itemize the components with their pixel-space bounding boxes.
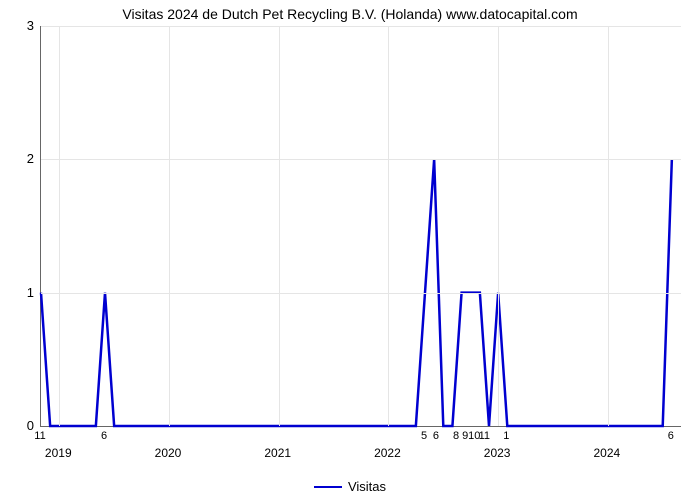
x-tick-major-label: 2022	[374, 446, 401, 460]
legend-swatch	[314, 486, 342, 488]
legend: Visitas	[0, 478, 700, 494]
y-tick-label: 1	[6, 285, 34, 300]
chart-container: Visitas 2024 de Dutch Pet Recycling B.V.…	[0, 0, 700, 500]
x-tick-major-label: 2024	[593, 446, 620, 460]
x-tick-minor-label: 8	[453, 430, 459, 442]
y-tick-label: 3	[6, 18, 34, 33]
x-tick-minor-label: 11	[479, 430, 490, 442]
plot-area	[40, 26, 681, 427]
gridline-h	[41, 293, 681, 294]
y-tick-label: 0	[6, 418, 34, 433]
x-tick-minor-label: 11	[34, 430, 45, 442]
gridline-v	[608, 26, 609, 426]
gridline-v	[388, 26, 389, 426]
x-tick-major-label: 2021	[264, 446, 291, 460]
gridline-v	[169, 26, 170, 426]
chart-title: Visitas 2024 de Dutch Pet Recycling B.V.…	[0, 6, 700, 22]
x-tick-major-label: 2023	[484, 446, 511, 460]
gridline-v	[498, 26, 499, 426]
line-series	[41, 26, 681, 426]
gridline-h	[41, 159, 681, 160]
x-tick-major-label: 2019	[45, 446, 72, 460]
x-tick-minor-label: 6	[101, 430, 107, 442]
legend-label: Visitas	[348, 479, 386, 494]
x-tick-minor-label: 1	[503, 430, 509, 442]
gridline-h	[41, 26, 681, 27]
x-tick-major-label: 2020	[155, 446, 182, 460]
x-tick-minor-label: 5	[421, 430, 427, 442]
y-tick-label: 2	[6, 151, 34, 166]
x-tick-minor-label: 6	[433, 430, 439, 442]
x-tick-minor-label: 6	[668, 430, 674, 442]
gridline-v	[279, 26, 280, 426]
gridline-v	[59, 26, 60, 426]
